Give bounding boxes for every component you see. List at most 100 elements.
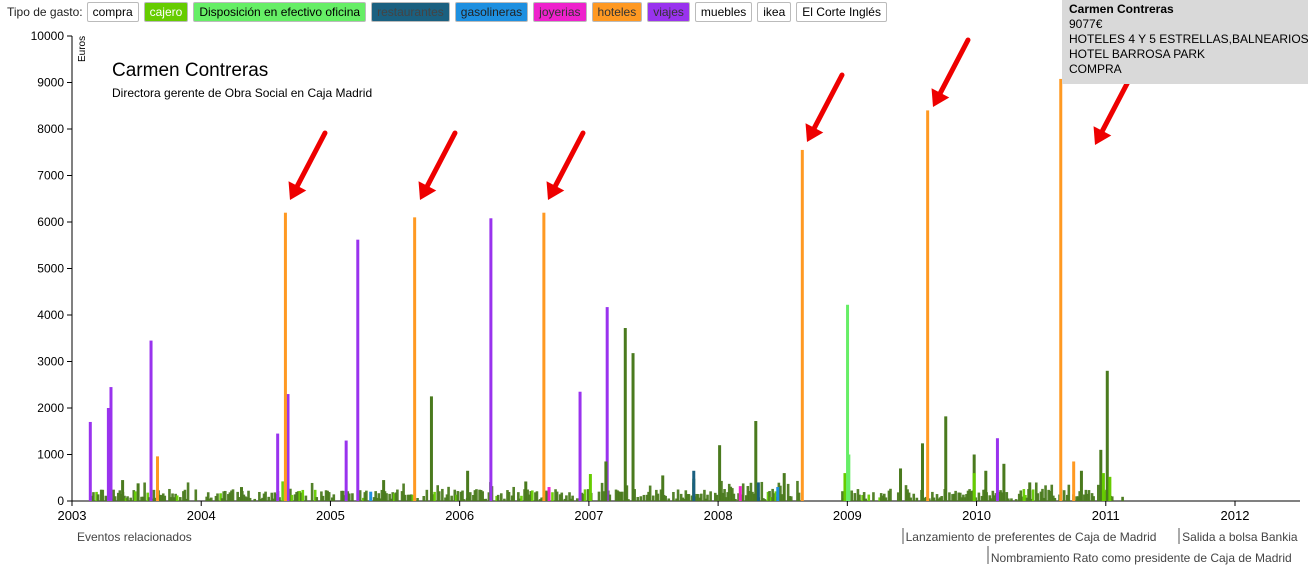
- minor-expense-bar[interactable]: [295, 491, 298, 501]
- minor-expense-bar[interactable]: [459, 491, 463, 501]
- minor-expense-bar[interactable]: [453, 489, 457, 501]
- minor-expense-bar[interactable]: [779, 485, 782, 501]
- minor-expense-bar[interactable]: [1090, 493, 1094, 501]
- minor-expense-bar[interactable]: [751, 491, 754, 501]
- minor-expense-bar[interactable]: [1021, 496, 1024, 501]
- minor-expense-bar[interactable]: [1086, 493, 1089, 501]
- minor-expense-bar[interactable]: [721, 492, 725, 501]
- minor-expense-bar[interactable]: [676, 489, 680, 501]
- minor-expense-bar[interactable]: [931, 491, 934, 501]
- minor-expense-bar[interactable]: [932, 497, 936, 501]
- minor-expense-bar[interactable]: [1067, 484, 1071, 501]
- minor-expense-bar[interactable]: [182, 491, 185, 501]
- minor-expense-bar[interactable]: [937, 498, 940, 501]
- minor-expense-bar[interactable]: [696, 494, 700, 501]
- expense-bar-restaurantes[interactable]: [756, 482, 760, 501]
- minor-expense-bar[interactable]: [938, 497, 942, 501]
- minor-expense-bar[interactable]: [723, 489, 726, 501]
- minor-expense-bar[interactable]: [580, 492, 584, 501]
- minor-expense-bar[interactable]: [361, 497, 365, 501]
- minor-expense-bar[interactable]: [982, 489, 985, 501]
- minor-expense-bar[interactable]: [118, 490, 122, 501]
- minor-expense-bar[interactable]: [912, 493, 916, 501]
- minor-expense-bar[interactable]: [403, 494, 407, 501]
- minor-expense-bar[interactable]: [752, 493, 756, 501]
- minor-expense-bar[interactable]: [259, 498, 263, 501]
- expense-bar-compra[interactable]: [984, 470, 988, 501]
- expense-bar-compra[interactable]: [754, 421, 758, 501]
- minor-expense-bar[interactable]: [481, 491, 484, 501]
- minor-expense-bar[interactable]: [231, 489, 235, 501]
- expense-bar-viajes[interactable]: [605, 307, 609, 501]
- minor-expense-bar[interactable]: [143, 482, 146, 501]
- expense-bar-hoteles[interactable]: [542, 212, 546, 501]
- expense-bar-compra[interactable]: [136, 483, 140, 501]
- minor-expense-bar[interactable]: [664, 495, 667, 501]
- minor-expense-bar[interactable]: [194, 489, 198, 501]
- minor-expense-bar[interactable]: [962, 494, 965, 501]
- minor-expense-bar[interactable]: [422, 495, 426, 501]
- expense-bar-hoteles[interactable]: [800, 149, 804, 502]
- minor-expense-bar[interactable]: [858, 494, 861, 501]
- minor-expense-bar[interactable]: [544, 490, 548, 501]
- minor-expense-bar[interactable]: [535, 491, 539, 501]
- minor-expense-bar[interactable]: [104, 495, 108, 501]
- minor-expense-bar[interactable]: [298, 490, 301, 501]
- expense-bar-compra[interactable]: [899, 468, 903, 501]
- minor-expense-bar[interactable]: [597, 491, 601, 501]
- minor-expense-bar[interactable]: [1014, 499, 1018, 501]
- minor-expense-bar[interactable]: [214, 495, 218, 501]
- minor-expense-bar[interactable]: [160, 495, 163, 501]
- expense-bar-restaurantes[interactable]: [692, 470, 696, 501]
- minor-expense-bar[interactable]: [126, 496, 129, 501]
- minor-expense-bar[interactable]: [993, 495, 996, 501]
- expense-bar-efectivo[interactable]: [847, 454, 851, 502]
- minor-expense-bar[interactable]: [1022, 489, 1026, 501]
- minor-expense-bar[interactable]: [510, 495, 514, 501]
- minor-expense-bar[interactable]: [262, 493, 266, 501]
- minor-expense-bar[interactable]: [158, 494, 162, 501]
- minor-expense-bar[interactable]: [713, 492, 717, 501]
- minor-expense-bar[interactable]: [450, 495, 453, 501]
- minor-expense-bar[interactable]: [571, 495, 574, 501]
- expense-bar-viajes[interactable]: [106, 408, 110, 501]
- minor-expense-bar[interactable]: [667, 498, 671, 501]
- minor-expense-bar[interactable]: [90, 495, 94, 501]
- minor-expense-bar[interactable]: [774, 491, 778, 501]
- minor-expense-bar[interactable]: [261, 497, 264, 501]
- minor-expense-bar[interactable]: [330, 497, 334, 501]
- minor-expense-bar[interactable]: [267, 496, 270, 501]
- minor-expense-bar[interactable]: [223, 490, 227, 501]
- minor-expense-bar[interactable]: [289, 488, 292, 501]
- minor-expense-bar[interactable]: [879, 493, 883, 501]
- minor-expense-bar[interactable]: [789, 496, 793, 501]
- minor-expense-bar[interactable]: [1024, 494, 1027, 501]
- minor-expense-bar[interactable]: [186, 482, 190, 501]
- expense-bar-gasolineras[interactable]: [369, 491, 373, 501]
- minor-expense-bar[interactable]: [237, 497, 241, 501]
- minor-expense-bar[interactable]: [582, 493, 585, 501]
- minor-expense-bar[interactable]: [365, 490, 368, 501]
- minor-expense-bar[interactable]: [771, 488, 774, 501]
- expense-bar-hoteles[interactable]: [283, 212, 287, 501]
- minor-expense-bar[interactable]: [724, 497, 728, 501]
- minor-expense-bar[interactable]: [538, 499, 542, 501]
- minor-expense-bar[interactable]: [433, 491, 436, 501]
- minor-expense-bar[interactable]: [968, 489, 971, 501]
- minor-expense-bar[interactable]: [563, 498, 567, 501]
- minor-expense-bar[interactable]: [861, 495, 864, 501]
- minor-expense-bar[interactable]: [242, 494, 246, 501]
- minor-expense-bar[interactable]: [278, 497, 281, 501]
- minor-expense-bar[interactable]: [906, 489, 909, 501]
- minor-expense-bar[interactable]: [966, 490, 970, 501]
- minor-expense-bar[interactable]: [461, 490, 464, 501]
- minor-expense-bar[interactable]: [558, 494, 562, 501]
- minor-expense-bar[interactable]: [178, 497, 182, 501]
- minor-expense-bar[interactable]: [841, 491, 844, 501]
- minor-expense-bar[interactable]: [163, 495, 167, 501]
- minor-expense-bar[interactable]: [679, 493, 683, 501]
- minor-expense-bar[interactable]: [687, 494, 691, 501]
- minor-expense-bar[interactable]: [887, 490, 891, 501]
- minor-expense-bar[interactable]: [583, 489, 587, 501]
- minor-expense-bar[interactable]: [220, 498, 224, 501]
